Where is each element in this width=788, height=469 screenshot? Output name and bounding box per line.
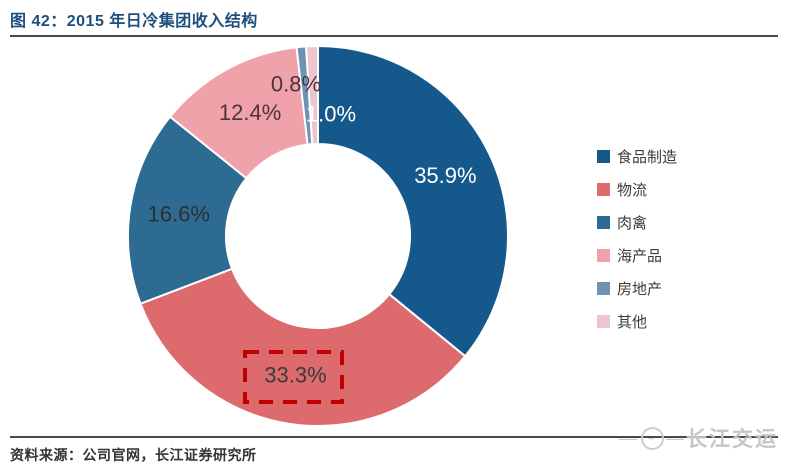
source-text: 资料来源：公司官网，长江证券研究所 bbox=[10, 447, 257, 463]
pie-slice-物流 bbox=[139, 267, 467, 427]
legend-item-物流: 物流 bbox=[597, 179, 677, 199]
slice-label-海产品: 12.4% bbox=[219, 100, 281, 125]
legend-swatch-icon bbox=[597, 149, 610, 163]
pie-slice-肉禽 bbox=[127, 115, 248, 306]
legend-label: 食品制造 bbox=[617, 148, 678, 166]
pie-slice-其他 bbox=[305, 44, 319, 146]
figure-title: 图 42：2015 年日冷集团收入结构 bbox=[10, 13, 258, 30]
legend-swatch-icon bbox=[597, 281, 610, 295]
legend-label: 房地产 bbox=[617, 280, 663, 298]
legend-item-食品制造: 食品制造 bbox=[597, 146, 677, 166]
pie-slice-食品制造 bbox=[317, 44, 509, 358]
slice-label-肉禽: 16.6% bbox=[148, 201, 210, 226]
legend-swatch-icon bbox=[597, 215, 610, 229]
highlight-dashed-box bbox=[243, 350, 344, 404]
legend-swatch-icon bbox=[597, 314, 610, 328]
slice-label-其他: 1.0% bbox=[306, 102, 356, 127]
slice-label-物流: 33.3% bbox=[264, 363, 326, 388]
legend-label: 海产品 bbox=[617, 247, 663, 265]
legend-label: 其他 bbox=[617, 313, 648, 331]
slice-label-房地产: 0.8% bbox=[271, 72, 321, 97]
legend-swatch-icon bbox=[597, 182, 610, 196]
legend-label: 物流 bbox=[617, 181, 648, 199]
source-divider bbox=[10, 436, 778, 438]
legend-item-其他: 其他 bbox=[597, 311, 677, 331]
watermark-dash: — bbox=[619, 427, 639, 448]
brand-logo-icon: ~ bbox=[641, 426, 664, 450]
title-divider bbox=[10, 35, 778, 37]
legend-label: 肉禽 bbox=[617, 214, 648, 232]
legend-item-房地产: 房地产 bbox=[597, 278, 677, 298]
slice-label-食品制造: 35.9% bbox=[414, 163, 476, 188]
watermark-brand-text: 长江交运 bbox=[686, 428, 778, 451]
legend-item-海产品: 海产品 bbox=[597, 245, 677, 265]
watermark-dash: — bbox=[666, 427, 686, 448]
brand-watermark: — ~ — 长江交运 bbox=[619, 423, 778, 453]
chart-legend: 食品制造物流肉禽海产品房地产其他 bbox=[597, 146, 677, 331]
legend-swatch-icon bbox=[597, 248, 610, 262]
legend-item-肉禽: 肉禽 bbox=[597, 212, 677, 232]
